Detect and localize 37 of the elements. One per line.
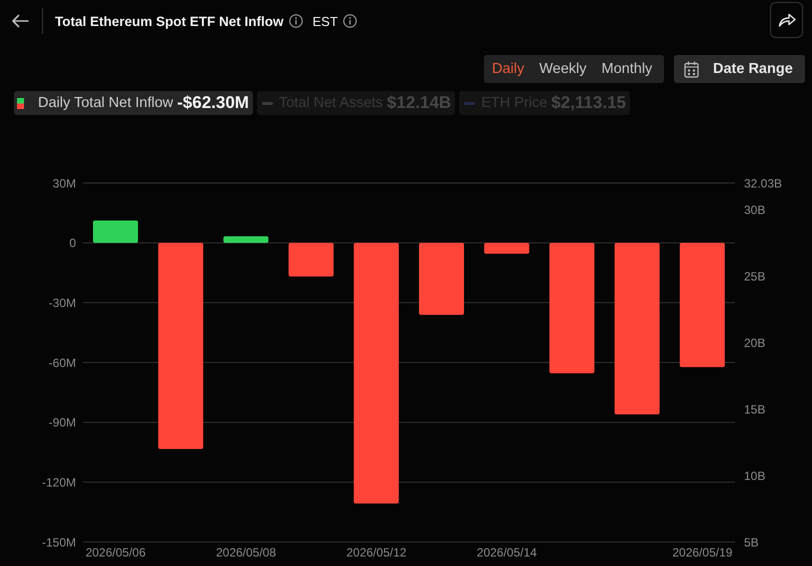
legend-label: Daily Total Net Inflow [38,95,174,111]
bar [419,242,464,315]
y-tick-label: -120M [42,475,76,490]
x-tick-label: 2026/05/06 [86,546,146,560]
text: Daily [492,61,524,77]
y2-tick-label: 5B [744,535,759,550]
y2-tick-label: 20B [744,336,766,350]
x-tick-label: 2026/05/14 [476,546,538,560]
y2-tick-label: 10B [744,468,766,483]
bar [288,242,334,277]
text: Weekly [539,61,587,77]
text: Date Range [713,61,793,77]
chart-title: Total Ethereum Spot ETF Net Inflow [55,14,284,28]
bar [680,242,725,368]
y-tick-label: 30M [52,176,76,190]
x-tick-label: 2026/05/12 [346,546,407,560]
text: Monthly [602,61,652,77]
y-tick-label: -30M [48,296,76,310]
bar [549,242,594,374]
bar [484,242,530,254]
y-tick-label: -60M [48,356,76,370]
bar [223,236,268,243]
y2-tick-label: 25B [744,270,766,284]
y-tick-label: 0 [69,236,76,250]
bar [158,242,204,450]
y2-tick-label: 15B [744,402,766,416]
bar [614,242,660,414]
text: -$62.30M [177,93,249,113]
bar [93,220,138,243]
y-tick-label: -150M [42,535,76,550]
x-tick-label: 2026/05/19 [672,546,733,560]
text: EST [312,14,338,28]
y-tick-label: -90M [48,416,76,430]
y2-tick-label: 30B [744,203,766,218]
x-tick-label: 2026/05/08 [216,546,276,560]
bar [354,242,399,504]
y2-tick-label: 32.03B [744,176,782,190]
